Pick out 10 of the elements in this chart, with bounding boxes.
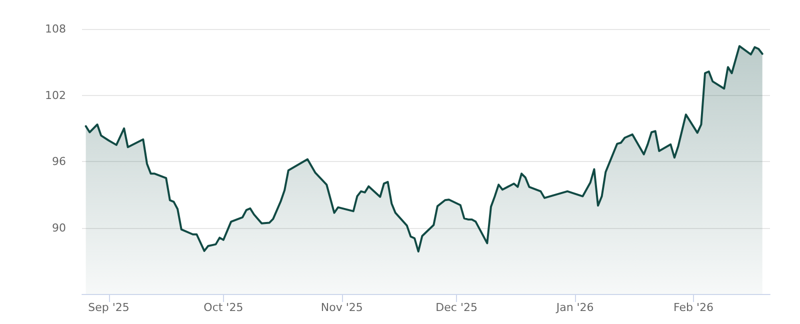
x-tick-label: Feb '26 xyxy=(674,301,714,314)
y-tick-label: 108 xyxy=(45,22,66,36)
y-tick-label: 90 xyxy=(52,221,66,234)
x-tick-label: Dec '25 xyxy=(436,301,478,314)
x-tick-label: Nov '25 xyxy=(320,301,363,314)
y-tick-label: 102 xyxy=(45,88,66,102)
x-tick-label: Oct '25 xyxy=(204,301,244,314)
x-tick-label: Jan '26 xyxy=(555,301,594,314)
y-tick-label: 96 xyxy=(52,155,66,168)
x-tick-label: Sep '25 xyxy=(88,301,130,314)
